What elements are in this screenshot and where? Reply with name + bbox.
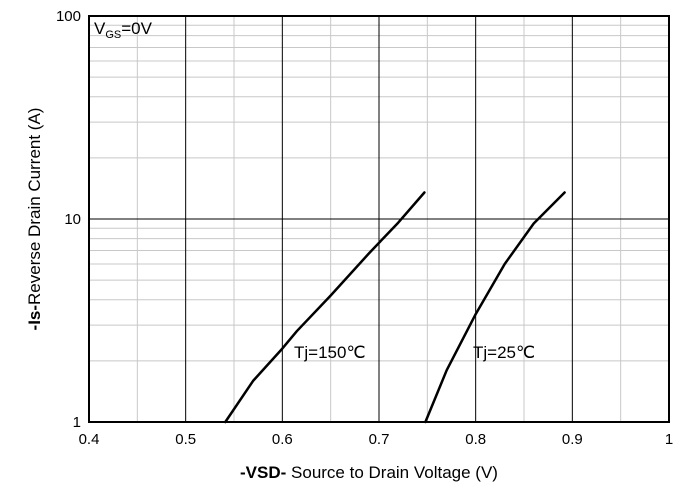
curve-tj-25 (424, 191, 566, 424)
y-tick-label: 100 (56, 8, 81, 25)
y-tick-label: 1 (73, 414, 81, 431)
curve-tj-150 (224, 191, 426, 424)
x-tick-label: 0.4 (79, 431, 100, 448)
y-axis-label: -Is-Reverse Drain Current (A) (25, 108, 44, 331)
plot-area-border (88, 15, 670, 423)
series-annotations: Tj=150℃ Tj=25℃ (294, 343, 535, 362)
x-tick-label: 0.8 (465, 431, 486, 448)
annotation-tj-150: Tj=150℃ (294, 343, 366, 362)
vgs-main: V (94, 19, 106, 38)
x-tick-label: 0.5 (175, 431, 196, 448)
y-tick-label: 10 (64, 211, 81, 228)
x-axis-label-rest: Source to Drain Voltage (V) (286, 463, 498, 482)
x-tick-label: 0.9 (562, 431, 583, 448)
vgs-subscript: GS (105, 29, 121, 41)
y-axis-label-rest: Reverse Drain Current (A) (25, 108, 44, 305)
x-tick-label: 1 (665, 431, 673, 448)
x-tick-label: 0.7 (369, 431, 390, 448)
curves (224, 191, 566, 424)
y-tick-labels: 1 10 100 (56, 8, 81, 431)
x-axis-label-bold: -VSD- (240, 463, 286, 482)
x-tick-label: 0.6 (272, 431, 293, 448)
x-tick-labels: 0.4 0.5 0.6 0.7 0.8 0.9 1 (79, 431, 674, 448)
y-axis-label-bold: -Is- (25, 305, 44, 331)
vgs-rest: =0V (121, 19, 152, 38)
x-axis-label: -VSD- Source to Drain Voltage (V) (240, 463, 498, 482)
vgs-condition-label: VGS=0V (94, 19, 153, 41)
annotation-tj-25: Tj=25℃ (473, 343, 535, 362)
